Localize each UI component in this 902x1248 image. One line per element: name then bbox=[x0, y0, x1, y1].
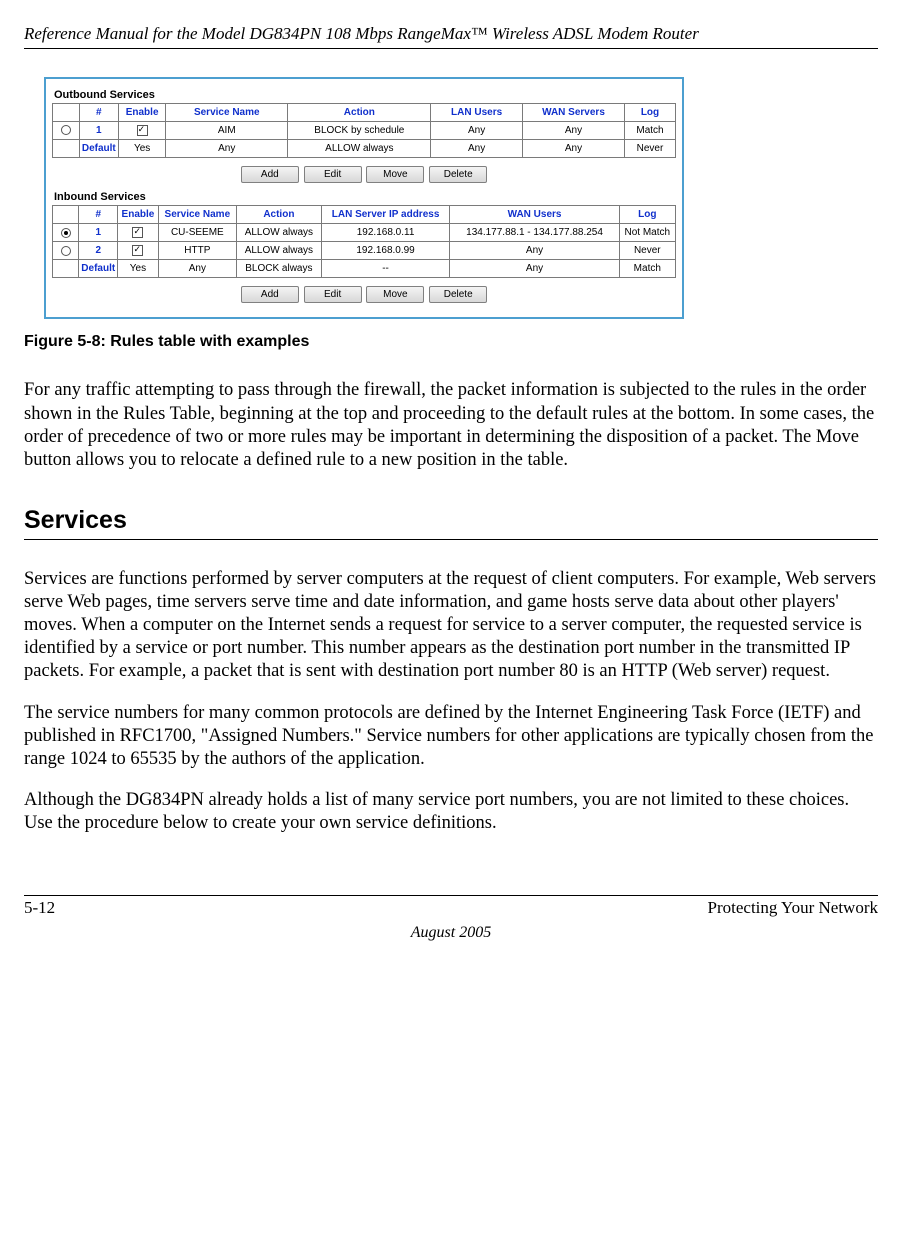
outbound-button-row: Add Edit Move Delete bbox=[52, 158, 676, 187]
cell-service: Any bbox=[158, 260, 237, 278]
delete-button[interactable]: Delete bbox=[429, 286, 487, 303]
cell-wan: Any bbox=[450, 242, 619, 260]
edit-button[interactable]: Edit bbox=[304, 166, 362, 183]
cell-blank bbox=[53, 260, 79, 278]
col-action: Action bbox=[288, 104, 431, 122]
col-action: Action bbox=[237, 206, 322, 224]
row-num-link[interactable]: 1 bbox=[95, 227, 101, 238]
enable-checkbox[interactable] bbox=[137, 125, 148, 136]
move-button[interactable]: Move bbox=[366, 166, 424, 183]
page-footer: 5-12 Protecting Your Network August 2005 bbox=[24, 895, 878, 942]
body-paragraph: Although the DG834PN already holds a lis… bbox=[24, 789, 878, 835]
cell-action: ALLOW always bbox=[237, 224, 322, 242]
enable-checkbox[interactable] bbox=[132, 227, 143, 238]
col-num: # bbox=[79, 104, 119, 122]
body-paragraph: Services are functions performed by serv… bbox=[24, 568, 878, 684]
row-radio[interactable] bbox=[61, 125, 71, 135]
table-row: 2 HTTP ALLOW always 192.168.0.99 Any Nev… bbox=[53, 242, 676, 260]
router-panel: Outbound Services # Enable Service Name … bbox=[44, 77, 684, 319]
outbound-header-row: # Enable Service Name Action LAN Users W… bbox=[53, 104, 676, 122]
outbound-table: # Enable Service Name Action LAN Users W… bbox=[52, 103, 676, 158]
col-service-name: Service Name bbox=[158, 206, 237, 224]
move-button[interactable]: Move bbox=[366, 286, 424, 303]
cell-action: BLOCK always bbox=[237, 260, 322, 278]
heading-rule bbox=[24, 539, 878, 540]
col-lan-ip: LAN Server IP address bbox=[321, 206, 450, 224]
cell-enable-text: Yes bbox=[119, 140, 166, 158]
inbound-header-row: # Enable Service Name Action LAN Server … bbox=[53, 206, 676, 224]
col-wan-servers: WAN Servers bbox=[523, 104, 625, 122]
running-head: Reference Manual for the Model DG834PN 1… bbox=[24, 24, 878, 44]
cell-wan: Any bbox=[523, 122, 625, 140]
cell-lan: Any bbox=[431, 140, 523, 158]
cell-wan: Any bbox=[523, 140, 625, 158]
col-select bbox=[53, 104, 80, 122]
footer-section-title: Protecting Your Network bbox=[708, 898, 878, 918]
cell-service: HTTP bbox=[158, 242, 237, 260]
cell-wan: Any bbox=[450, 260, 619, 278]
cell-service: Any bbox=[166, 140, 288, 158]
col-log: Log bbox=[619, 206, 675, 224]
col-service-name: Service Name bbox=[166, 104, 288, 122]
inbound-table: # Enable Service Name Action LAN Server … bbox=[52, 205, 676, 278]
header-rule bbox=[24, 48, 878, 49]
figure-screenshot: Outbound Services # Enable Service Name … bbox=[44, 77, 878, 319]
delete-button[interactable]: Delete bbox=[429, 166, 487, 183]
cell-blank bbox=[53, 140, 80, 158]
section-heading-services: Services bbox=[24, 506, 878, 535]
cell-wan: 134.177.88.1 - 134.177.88.254 bbox=[450, 224, 619, 242]
outbound-section-title: Outbound Services bbox=[52, 85, 676, 103]
row-radio[interactable] bbox=[61, 246, 71, 256]
table-row: 1 AIM BLOCK by schedule Any Any Match bbox=[53, 122, 676, 140]
table-row: 1 CU-SEEME ALLOW always 192.168.0.11 134… bbox=[53, 224, 676, 242]
table-row: Default Yes Any ALLOW always Any Any Nev… bbox=[53, 140, 676, 158]
col-enable: Enable bbox=[118, 206, 158, 224]
cell-log: Never bbox=[619, 242, 675, 260]
edit-button[interactable]: Edit bbox=[304, 286, 362, 303]
cell-log: Not Match bbox=[619, 224, 675, 242]
cell-service: CU-SEEME bbox=[158, 224, 237, 242]
cell-lan: -- bbox=[321, 260, 450, 278]
enable-checkbox[interactable] bbox=[132, 245, 143, 256]
cell-lan: Any bbox=[431, 122, 523, 140]
col-wan-users: WAN Users bbox=[450, 206, 619, 224]
cell-lan: 192.168.0.11 bbox=[321, 224, 450, 242]
add-button[interactable]: Add bbox=[241, 166, 299, 183]
col-num: # bbox=[79, 206, 118, 224]
cell-service: AIM bbox=[166, 122, 288, 140]
row-num-link[interactable]: 1 bbox=[96, 125, 102, 136]
cell-log: Never bbox=[624, 140, 675, 158]
row-num-link[interactable]: Default bbox=[81, 263, 115, 274]
col-enable: Enable bbox=[119, 104, 166, 122]
figure-caption: Figure 5-8: Rules table with examples bbox=[24, 333, 878, 351]
cell-action: ALLOW always bbox=[288, 140, 431, 158]
row-num-link[interactable]: Default bbox=[82, 143, 116, 154]
body-paragraph: For any traffic attempting to pass throu… bbox=[24, 379, 878, 472]
table-row: Default Yes Any BLOCK always -- Any Matc… bbox=[53, 260, 676, 278]
inbound-section-title: Inbound Services bbox=[52, 187, 676, 205]
cell-log: Match bbox=[619, 260, 675, 278]
cell-action: ALLOW always bbox=[237, 242, 322, 260]
cell-lan: 192.168.0.99 bbox=[321, 242, 450, 260]
col-select bbox=[53, 206, 79, 224]
row-num-link[interactable]: 2 bbox=[95, 245, 101, 256]
cell-action: BLOCK by schedule bbox=[288, 122, 431, 140]
cell-enable-text: Yes bbox=[118, 260, 158, 278]
page-number: 5-12 bbox=[24, 898, 55, 918]
col-lan-users: LAN Users bbox=[431, 104, 523, 122]
col-log: Log bbox=[624, 104, 675, 122]
body-paragraph: The service numbers for many common prot… bbox=[24, 702, 878, 771]
footer-date: August 2005 bbox=[24, 924, 878, 942]
row-radio[interactable] bbox=[61, 228, 71, 238]
add-button[interactable]: Add bbox=[241, 286, 299, 303]
inbound-button-row: Add Edit Move Delete bbox=[52, 278, 676, 307]
cell-log: Match bbox=[624, 122, 675, 140]
